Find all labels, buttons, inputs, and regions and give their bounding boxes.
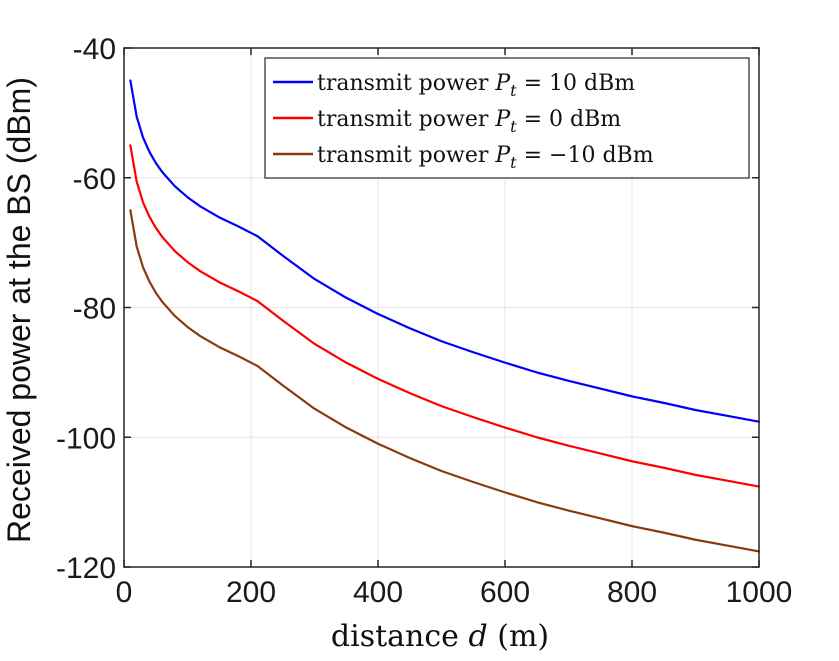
- legend-label-subscript: t: [510, 153, 517, 172]
- x-tick-label: 1000: [726, 576, 793, 609]
- x-tick-label: 400: [353, 576, 403, 609]
- legend-label-prefix: transmit power: [317, 71, 495, 96]
- y-tick-label: -40: [73, 33, 116, 66]
- series-line-3: [129, 209, 761, 553]
- legend-label-symbol: P: [494, 107, 511, 132]
- legend-label-suffix: = 10 dBm: [517, 71, 636, 96]
- legend-label-prefix: transmit power: [317, 143, 495, 168]
- legend-box: [264, 57, 750, 179]
- x-tick-label: 0: [116, 576, 133, 609]
- y-tick-label: -60: [73, 163, 116, 196]
- y-tick-label: -80: [73, 293, 116, 326]
- x-tick-label: 600: [480, 576, 530, 609]
- legend-label-symbol: P: [494, 71, 511, 96]
- legend-label-3: transmit power Pt = −10 dBm: [317, 143, 654, 172]
- legend-label-suffix: = −10 dBm: [517, 143, 654, 168]
- legend-label-2: transmit power Pt = 0 dBm: [317, 107, 621, 136]
- x-axis-label: distance d (m): [331, 619, 549, 654]
- legend-label-symbol: P: [494, 143, 511, 168]
- series-layer: [129, 79, 761, 553]
- legend-label-prefix: transmit power: [317, 107, 495, 132]
- legend-label-subscript: t: [510, 81, 517, 100]
- legend-label-1: transmit power Pt = 10 dBm: [317, 71, 635, 100]
- series-line-1: [129, 79, 761, 423]
- y-tick-label: -120: [56, 552, 116, 585]
- series-line-2: [129, 144, 761, 488]
- tick-labels: 0 200 400 600 800 1000 -40 -60 -80 -100 -120: [56, 33, 792, 609]
- ticks: [123, 47, 760, 568]
- x-axis-label-unit: (m): [497, 619, 549, 654]
- x-tick-label: 800: [607, 576, 657, 609]
- y-axis-label: Received power at the BS (dBm): [1, 77, 37, 543]
- x-axis-label-prefix: distance: [331, 619, 469, 654]
- legend-label-suffix: = 0 dBm: [517, 107, 622, 132]
- x-axis-label-variable: d: [468, 619, 487, 654]
- x-tick-label: 200: [226, 576, 276, 609]
- y-tick-label: -100: [56, 422, 116, 455]
- legend-label-subscript: t: [510, 117, 517, 136]
